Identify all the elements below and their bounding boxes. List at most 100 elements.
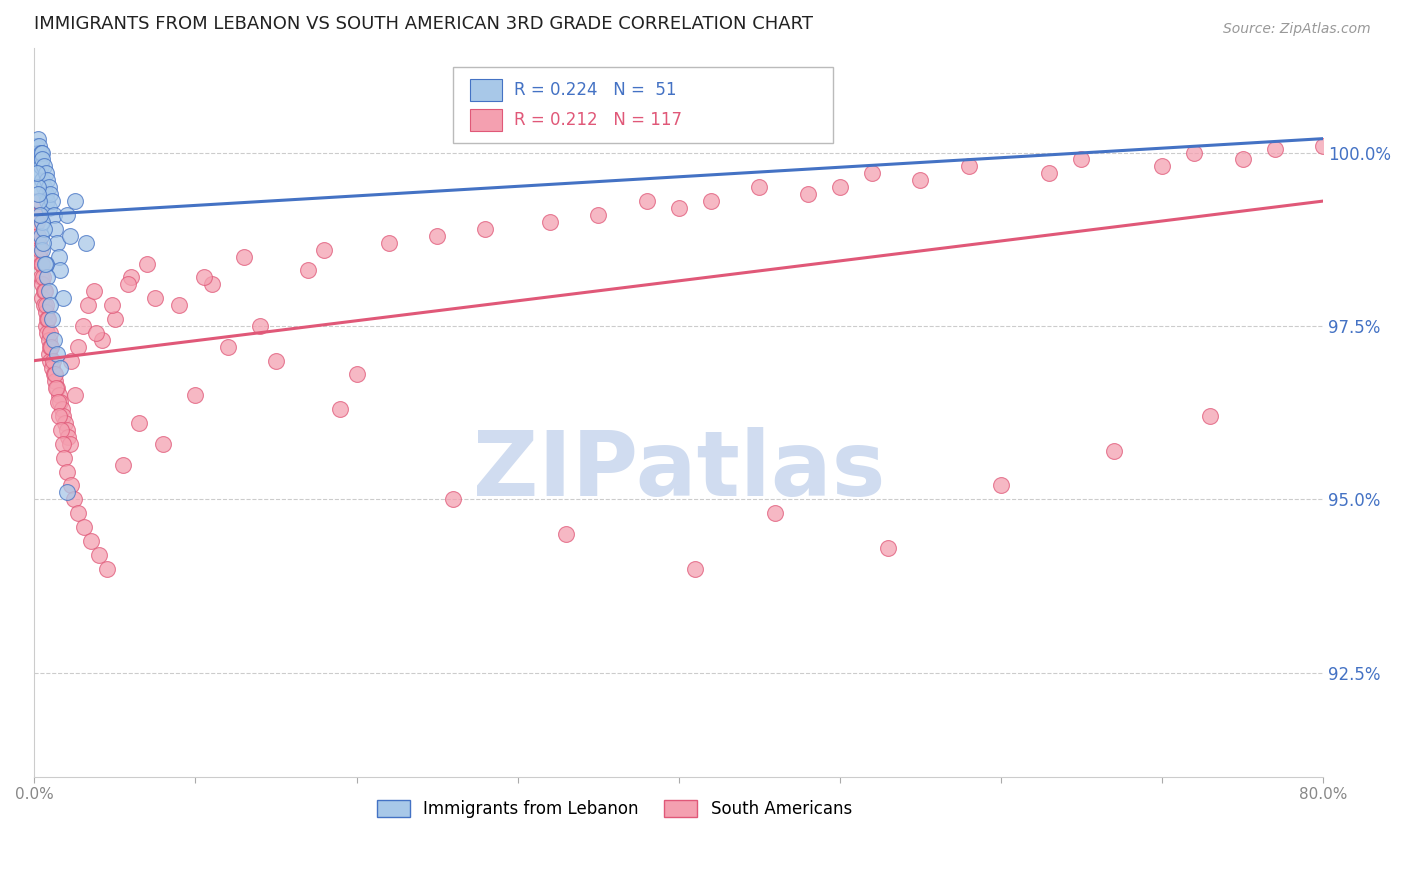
Point bbox=[30, 270, 52, 285]
Point bbox=[27, 187, 49, 202]
Point bbox=[193, 270, 215, 285]
Point bbox=[346, 368, 368, 382]
Point bbox=[586, 208, 609, 222]
Point bbox=[700, 194, 723, 208]
Point bbox=[56, 465, 79, 479]
Point bbox=[55, 485, 77, 500]
Point bbox=[34, 256, 56, 270]
Point bbox=[636, 194, 658, 208]
Point bbox=[28, 235, 51, 250]
Point bbox=[41, 360, 63, 375]
Point bbox=[27, 180, 49, 194]
Point bbox=[314, 243, 336, 257]
Point bbox=[73, 520, 96, 534]
Point bbox=[59, 478, 82, 492]
Point bbox=[25, 166, 48, 180]
Point bbox=[1232, 153, 1254, 167]
Point bbox=[84, 326, 107, 340]
Point bbox=[668, 201, 690, 215]
Point bbox=[200, 277, 222, 292]
Point bbox=[51, 437, 73, 451]
Point bbox=[28, 208, 51, 222]
Point bbox=[55, 423, 77, 437]
Point bbox=[30, 145, 52, 160]
Point bbox=[66, 506, 89, 520]
Point bbox=[441, 492, 464, 507]
Point bbox=[28, 243, 51, 257]
Point bbox=[111, 458, 134, 472]
Point bbox=[59, 437, 82, 451]
Point bbox=[1312, 138, 1334, 153]
Point bbox=[42, 353, 65, 368]
Point bbox=[877, 541, 900, 555]
Point bbox=[34, 166, 56, 180]
Point bbox=[117, 277, 139, 292]
Point bbox=[32, 160, 55, 174]
Point bbox=[52, 409, 75, 424]
Point bbox=[28, 250, 51, 264]
Point bbox=[75, 235, 97, 250]
FancyBboxPatch shape bbox=[453, 67, 834, 143]
Text: Source: ZipAtlas.com: Source: ZipAtlas.com bbox=[1223, 22, 1371, 37]
Point bbox=[136, 256, 159, 270]
Point bbox=[1199, 409, 1222, 424]
Point bbox=[32, 298, 55, 312]
Point bbox=[91, 333, 114, 347]
Point bbox=[25, 215, 48, 229]
Point bbox=[42, 368, 65, 382]
Point bbox=[860, 166, 883, 180]
Text: R = 0.224   N =  51: R = 0.224 N = 51 bbox=[513, 81, 676, 99]
Point bbox=[45, 347, 67, 361]
Point bbox=[66, 340, 89, 354]
Point bbox=[264, 353, 287, 368]
Point bbox=[297, 263, 319, 277]
Point bbox=[31, 277, 53, 292]
Point bbox=[44, 368, 66, 382]
Point bbox=[990, 478, 1012, 492]
Text: IMMIGRANTS FROM LEBANON VS SOUTH AMERICAN 3RD GRADE CORRELATION CHART: IMMIGRANTS FROM LEBANON VS SOUTH AMERICA… bbox=[34, 15, 814, 33]
Point bbox=[38, 201, 60, 215]
Point bbox=[100, 298, 122, 312]
Point bbox=[41, 194, 63, 208]
Point bbox=[104, 312, 127, 326]
Point bbox=[72, 318, 94, 333]
Point bbox=[42, 208, 65, 222]
Point bbox=[30, 228, 52, 243]
Point bbox=[37, 326, 59, 340]
Point bbox=[49, 263, 72, 277]
Point bbox=[38, 326, 60, 340]
Point bbox=[39, 340, 62, 354]
Point bbox=[1102, 443, 1125, 458]
Point bbox=[28, 153, 51, 167]
Point bbox=[45, 235, 67, 250]
Point bbox=[58, 430, 80, 444]
Point bbox=[45, 381, 67, 395]
Point bbox=[37, 312, 59, 326]
Point bbox=[46, 395, 69, 409]
Point bbox=[63, 388, 86, 402]
Point bbox=[31, 173, 53, 187]
Bar bbox=[470, 109, 502, 131]
Point bbox=[828, 180, 851, 194]
Point bbox=[44, 375, 66, 389]
Point bbox=[538, 215, 561, 229]
Point bbox=[31, 256, 53, 270]
Point bbox=[27, 131, 49, 145]
Point bbox=[1182, 145, 1205, 160]
Point bbox=[49, 423, 72, 437]
Point bbox=[957, 160, 980, 174]
Point bbox=[63, 194, 86, 208]
Point bbox=[32, 270, 55, 285]
Point bbox=[31, 145, 53, 160]
Point bbox=[63, 492, 86, 507]
Point bbox=[28, 166, 51, 180]
Point bbox=[120, 270, 142, 285]
Point bbox=[49, 395, 72, 409]
Point bbox=[37, 312, 59, 326]
Point bbox=[28, 194, 51, 208]
Point bbox=[48, 409, 70, 424]
Point bbox=[910, 173, 932, 187]
Point bbox=[37, 194, 59, 208]
Point bbox=[796, 187, 818, 202]
Point bbox=[184, 388, 207, 402]
